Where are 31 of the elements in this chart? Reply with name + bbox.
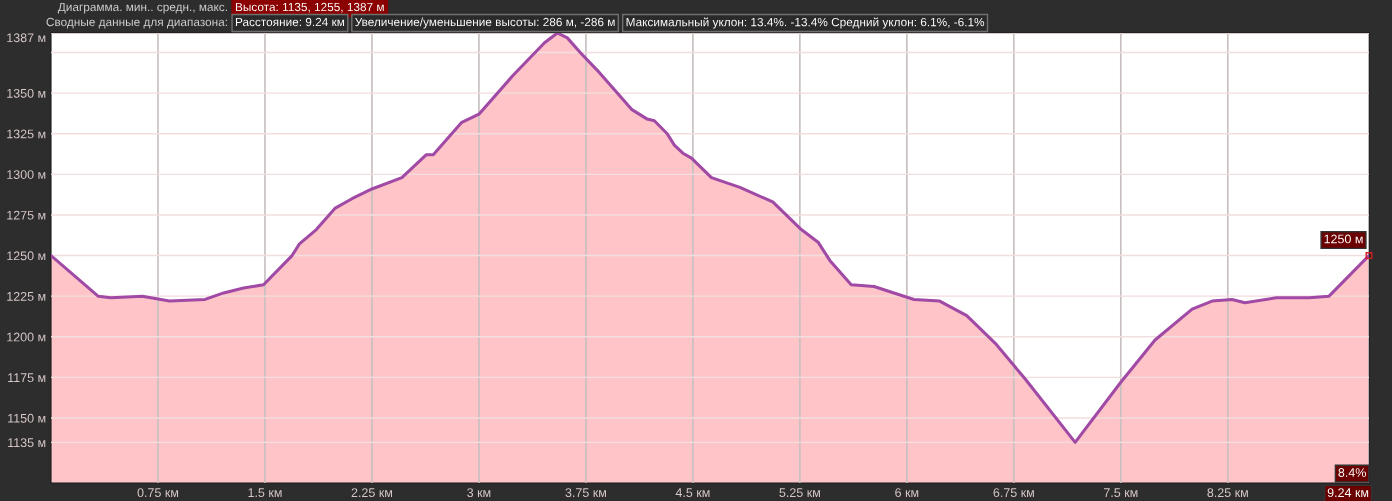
x-tick-label: 6 км (895, 488, 919, 498)
x-tick-label: 7.5 км (1103, 488, 1138, 498)
x-tick-label: 6.75 км (993, 488, 1034, 498)
x-tick-label: 4.5 км (675, 488, 710, 498)
y-tick-label: 1250 м (7, 251, 46, 261)
text: Высота: 1135, 1255, 1387 м (235, 2, 384, 13)
annotation: 1250 м (1324, 234, 1363, 244)
annotation: 8.4% (1338, 468, 1366, 477)
y-tick-label: 1175 м (8, 373, 46, 383)
y-tick-label: 1275 м (7, 210, 46, 220)
chart-subtitle: Сводные данные для диапазона: (46, 17, 227, 29)
y-tick-label: 1200 м (7, 332, 46, 342)
x-tick-label: 3.75 км (565, 488, 606, 498)
y-tick-label: 1350 м (7, 88, 46, 98)
x-tick-label: 9.24 км (1327, 488, 1369, 498)
text: Максимальный уклон: 13.4%. -13.4% Средний уклон: 6.1%, -6.1% (626, 17, 985, 29)
x-tick-label: 5.25 км (779, 488, 820, 498)
y-tick-label: 1325 м (7, 129, 46, 139)
x-tick-label: 2.25 км (351, 488, 393, 498)
y-tick-label: 1150 м (8, 413, 46, 423)
y-tick-label: 1300 м (7, 170, 46, 179)
x-tick-label: 8.25 км (1207, 488, 1248, 498)
text: Увеличение/уменьшение высоты: 286 м, -286 м (355, 17, 615, 29)
y-tick-label: 1387 м (7, 33, 46, 43)
chart-title: Диаграмма. мин.. средн., макс. (57, 2, 227, 14)
x-tick-label: 0.75 км (137, 488, 179, 498)
y-tick-label: 1135 м (8, 438, 46, 448)
text: Расстояние: 9.24 км (235, 17, 345, 27)
y-tick-label: 1225 м (7, 291, 46, 301)
x-tick-label: 1.5 км (248, 488, 282, 498)
x-tick-label: 3 км (467, 488, 491, 498)
